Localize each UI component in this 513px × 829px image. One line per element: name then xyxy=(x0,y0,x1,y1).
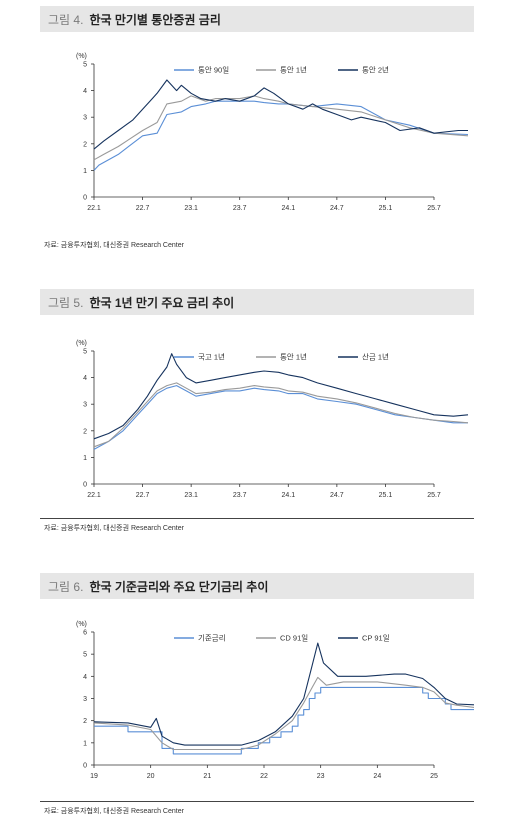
figure-6-header: 그림 6. 한국 기준금리와 주요 단기금리 추이 xyxy=(40,573,474,599)
figure-4-number: 그림 4. xyxy=(48,12,84,27)
unit-label: (%) xyxy=(76,621,87,628)
x-tick-label: 23.7 xyxy=(233,492,247,499)
x-tick-label: 22.1 xyxy=(87,205,101,212)
x-tick-label: 22 xyxy=(260,773,268,780)
x-tick-label: 20 xyxy=(147,773,155,780)
y-tick-label: 2 xyxy=(83,718,87,725)
y-tick-label: 4 xyxy=(83,674,87,681)
y-tick-label: 0 xyxy=(83,763,87,770)
series-line-1 xyxy=(93,385,468,450)
unit-label: (%) xyxy=(76,53,87,60)
x-tick-label: 24 xyxy=(373,773,381,780)
y-tick-label: 6 xyxy=(83,630,87,637)
x-tick-label: 22.7 xyxy=(136,205,150,212)
figure-6-number: 그림 6. xyxy=(48,579,84,594)
x-tick-label: 25 xyxy=(430,773,438,780)
series-line-2 xyxy=(93,95,469,161)
y-tick-label: 1 xyxy=(83,168,87,175)
x-tick-label: 23 xyxy=(317,773,325,780)
x-tick-label: 22.1 xyxy=(87,492,101,499)
figure-5-title: 한국 1년 만기 주요 금리 추이 xyxy=(89,295,235,310)
legend-label-3: 통안 2년 xyxy=(362,65,389,75)
figure-5-header: 그림 5. 한국 1년 만기 주요 금리 추이 xyxy=(40,289,474,315)
figure-4-source: 자료: 금융투자협회, 대신증권 Research Center xyxy=(44,242,184,249)
x-tick-label: 25.1 xyxy=(379,492,393,499)
figure-5-source: 자료: 금융투자협회, 대신증권 Research Center xyxy=(44,525,184,532)
y-tick-label: 2 xyxy=(83,141,87,148)
unit-label: (%) xyxy=(76,340,87,347)
y-tick-label: 1 xyxy=(83,455,87,462)
legend-label-2: 통안 1년 xyxy=(280,352,307,362)
y-tick-label: 3 xyxy=(83,696,87,703)
figure-5-number: 그림 5. xyxy=(48,295,84,310)
y-tick-label: 5 xyxy=(83,652,87,659)
x-tick-label: 25.7 xyxy=(427,205,441,212)
x-tick-label: 21 xyxy=(203,773,211,780)
series-line-2 xyxy=(93,382,469,448)
series-line-1 xyxy=(93,100,469,171)
legend-label-1: 기준금리 xyxy=(198,634,226,643)
x-tick-label: 19 xyxy=(90,773,98,780)
x-tick-label: 24.1 xyxy=(281,205,295,212)
figure-4-title: 한국 만기별 통안증권 금리 xyxy=(89,12,221,27)
y-tick-label: 0 xyxy=(83,195,87,202)
legend-label-1: 통안 90일 xyxy=(198,65,229,75)
series-line-3 xyxy=(93,353,469,440)
y-tick-label: 1 xyxy=(83,740,87,747)
x-tick-label: 24.7 xyxy=(330,492,344,499)
series-line-3 xyxy=(93,642,474,746)
y-tick-label: 3 xyxy=(83,115,87,122)
series-line-1 xyxy=(94,686,474,755)
y-tick-label: 4 xyxy=(83,375,87,382)
figure-5-chart: (%) 0 1 2 3 4 5 22.1 22.7 23.1 23.7 24.1 24.7 25.1 25.… xyxy=(76,340,469,499)
x-tick-label: 24.1 xyxy=(281,492,295,499)
y-tick-label: 2 xyxy=(83,428,87,435)
y-tick-label: 4 xyxy=(83,88,87,95)
x-tick-label: 22.7 xyxy=(136,492,150,499)
series-line-2 xyxy=(93,676,474,751)
figure-4-chart: (%) 0 1 2 3 4 5 22.1 22.7 23.1 23.7 24.1 24.7 25.1 25.… xyxy=(76,53,469,212)
figure-4-header: 그림 4. 한국 만기별 통안증권 금리 xyxy=(40,6,474,32)
legend-label-2: 통안 1년 xyxy=(280,65,307,75)
y-tick-label: 5 xyxy=(83,349,87,356)
legend-label-3: CP 91일 xyxy=(362,634,390,643)
x-tick-label: 24.7 xyxy=(330,205,344,212)
x-tick-label: 25.1 xyxy=(379,205,393,212)
y-tick-label: 3 xyxy=(83,402,87,409)
x-tick-label: 23.1 xyxy=(184,492,198,499)
legend-label-2: CD 91일 xyxy=(280,634,308,643)
legend-label-1: 국고 1년 xyxy=(198,352,225,362)
series-line-3 xyxy=(93,79,468,150)
x-tick-label: 25.7 xyxy=(427,492,441,499)
x-tick-label: 23.1 xyxy=(184,205,198,212)
figure-6-source: 자료: 금융투자협회, 대신증권 Research Center xyxy=(44,808,184,815)
figure-6-source-rule xyxy=(40,801,474,802)
legend-label-3: 산금 1년 xyxy=(362,352,389,362)
y-tick-label: 5 xyxy=(83,62,87,69)
figure-6-title: 한국 기준금리와 주요 단기금리 추이 xyxy=(89,579,269,594)
x-tick-label: 23.7 xyxy=(233,205,247,212)
y-tick-label: 0 xyxy=(83,482,87,489)
figure-5-source-rule xyxy=(40,518,474,519)
